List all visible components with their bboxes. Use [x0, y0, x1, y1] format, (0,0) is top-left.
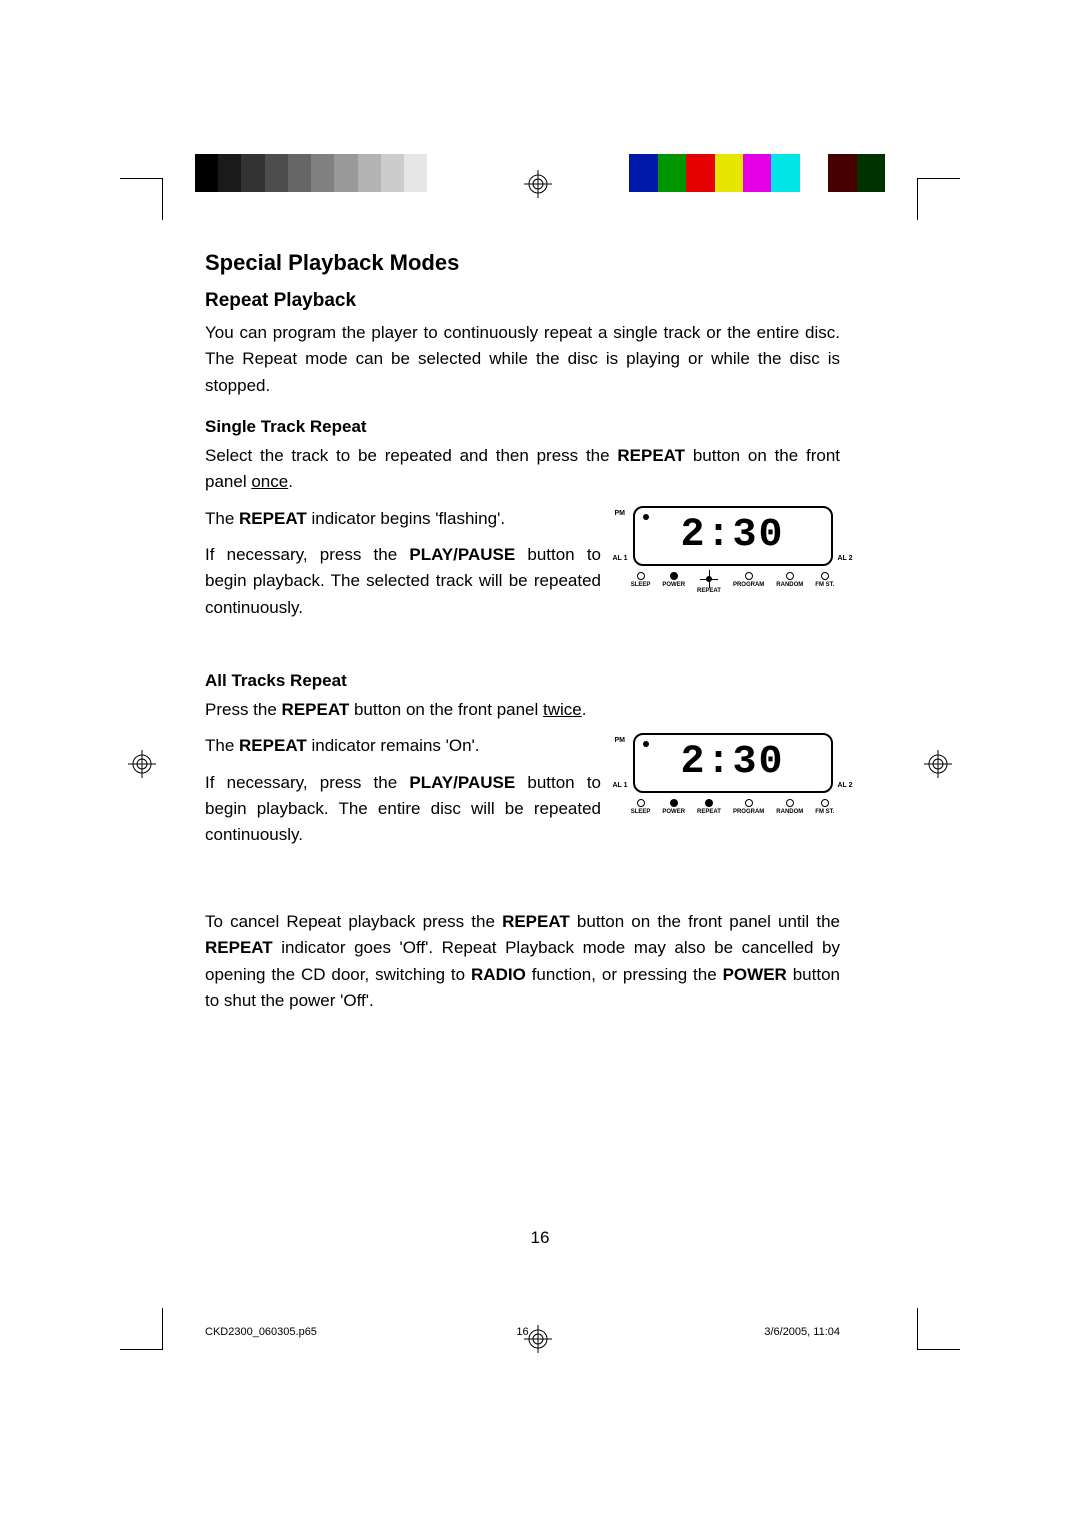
led-random: RANDOM	[776, 572, 803, 594]
footer-page: 16	[205, 1326, 840, 1338]
lcd-time: 2:30	[680, 743, 784, 783]
lcd-time: 2:30	[680, 516, 784, 556]
led-program: PROGRAM	[733, 799, 764, 815]
footer: CKD2300_060305.p65 16 3/6/2005, 11:04	[205, 1326, 840, 1338]
led-fmst: FM ST.	[815, 799, 834, 815]
registration-mark-left	[128, 750, 156, 783]
led-random: RANDOM	[776, 799, 803, 815]
lcd-display-all: 2:30 PM AL 1 AL 2 SLEEP POWER REPEAT PRO…	[625, 733, 840, 815]
lcd-display-single: 2:30 PM AL 1 AL 2 SLEEP POWER REPEAT PRO…	[625, 506, 840, 594]
led-sleep: SLEEP	[631, 799, 651, 815]
lcd-pm-label: PM	[615, 510, 626, 517]
section-heading-repeat: Repeat Playback	[205, 290, 840, 312]
single-p3: If necessary, press the PLAY/PAUSE butto…	[205, 542, 601, 621]
led-program: PROGRAM	[733, 572, 764, 594]
lcd-al2-label: AL 2	[837, 782, 852, 789]
page-content: Special Playback Modes Repeat Playback Y…	[205, 250, 840, 1024]
lcd-al1-label: AL 1	[613, 782, 628, 789]
intro-paragraph: You can program the player to continuous…	[205, 320, 840, 399]
subsection-single-track: Single Track Repeat	[205, 417, 840, 437]
led-sleep: SLEEP	[631, 572, 651, 594]
color-calibration-bar	[195, 154, 885, 192]
led-repeat-flashing: REPEAT	[697, 572, 721, 594]
led-power: POWER	[662, 799, 685, 815]
lcd-al2-label: AL 2	[837, 555, 852, 562]
registration-mark-right	[924, 750, 952, 783]
page-title: Special Playback Modes	[205, 250, 840, 276]
all-p1: Press the REPEAT button on the front pan…	[205, 697, 840, 723]
single-p1: Select the track to be repeated and then…	[205, 443, 840, 496]
lcd-al1-label: AL 1	[613, 555, 628, 562]
page-number: 16	[0, 1228, 1080, 1248]
led-repeat-on: REPEAT	[697, 799, 721, 815]
led-fmst: FM ST.	[815, 572, 834, 594]
lcd-pm-label: PM	[615, 737, 626, 744]
led-power: POWER	[662, 572, 685, 594]
single-p2: The REPEAT indicator begins 'flashing'.	[205, 506, 601, 532]
cancel-paragraph: To cancel Repeat playback press the REPE…	[205, 909, 840, 1014]
all-p2: The REPEAT indicator remains 'On'.	[205, 733, 601, 759]
all-p3: If necessary, press the PLAY/PAUSE butto…	[205, 770, 601, 849]
subsection-all-tracks: All Tracks Repeat	[205, 671, 840, 691]
